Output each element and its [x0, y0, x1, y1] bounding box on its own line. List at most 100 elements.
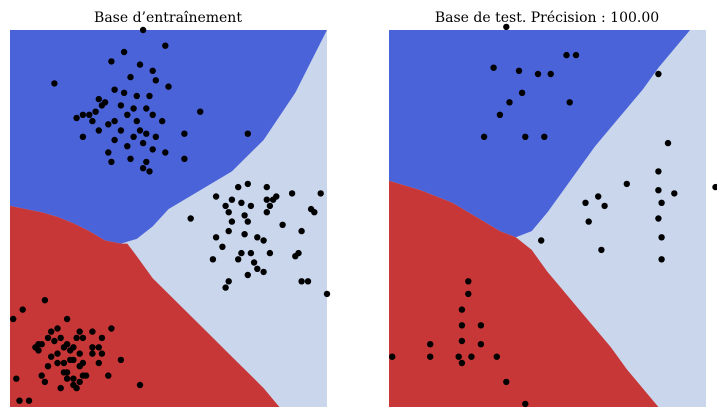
data-point: [538, 237, 545, 244]
data-point: [79, 133, 87, 140]
data-point: [117, 356, 125, 364]
data-point: [465, 278, 472, 285]
data-point: [228, 218, 236, 225]
data-point: [582, 199, 589, 206]
data-point: [658, 256, 665, 263]
data-point: [427, 353, 434, 360]
data-point: [111, 86, 118, 93]
data-point: [222, 284, 229, 291]
data-point: [95, 344, 103, 351]
data-point: [181, 155, 188, 162]
data-point: [585, 218, 592, 225]
data-point: [566, 99, 573, 106]
data-point: [304, 278, 312, 285]
data-point: [86, 111, 93, 119]
data-point: [79, 111, 87, 119]
data-point: [655, 187, 662, 194]
data-point: [671, 190, 678, 197]
data-point: [19, 306, 26, 313]
data-point: [263, 196, 270, 203]
data-point: [136, 381, 144, 389]
data-point: [63, 369, 71, 376]
data-point: [25, 397, 33, 404]
data-point: [117, 127, 125, 134]
data-point: [73, 334, 80, 342]
data-point: [244, 130, 251, 137]
data-point: [254, 234, 261, 241]
data-point: [89, 344, 96, 351]
data-point: [506, 99, 513, 106]
data-point: [89, 350, 96, 357]
data-point: [95, 127, 103, 134]
data-point: [225, 278, 232, 285]
data-point: [225, 227, 232, 235]
data-point: [522, 133, 529, 140]
data-point: [105, 149, 112, 156]
data-point: [10, 315, 17, 323]
data-point: [108, 158, 115, 166]
data-point: [162, 149, 169, 156]
data-point: [238, 199, 245, 206]
data-point: [159, 117, 166, 125]
data-point: [76, 328, 83, 335]
data-point: [38, 372, 45, 379]
data-point: [595, 193, 602, 200]
data-point: [95, 359, 103, 367]
data-point: [266, 249, 274, 257]
data-point: [89, 328, 96, 335]
data-point: [311, 209, 318, 216]
data-point: [658, 199, 665, 206]
data-point: [655, 70, 662, 78]
data-point: [263, 209, 270, 216]
data-point: [655, 168, 662, 175]
data-point: [120, 48, 128, 56]
data-point: [35, 347, 42, 354]
data-point: [105, 372, 112, 379]
data-point: [117, 102, 125, 109]
region-red: [389, 180, 659, 407]
data-point: [146, 92, 153, 100]
data-point: [108, 58, 115, 65]
data-point: [57, 334, 64, 342]
train-title: Base d’entraînement: [94, 10, 242, 26]
data-point: [225, 209, 232, 216]
data-point: [572, 51, 580, 59]
data-point: [655, 215, 662, 222]
data-point: [73, 114, 80, 122]
data-point: [664, 139, 672, 147]
data-point: [288, 190, 296, 197]
data-point: [60, 359, 68, 367]
test-title: Base de test. Précision : 100.00: [435, 10, 659, 26]
data-point: [503, 23, 510, 31]
data-point: [389, 353, 396, 360]
data-point: [317, 190, 324, 197]
data-point: [298, 227, 305, 235]
data-point: [98, 334, 106, 342]
data-point: [136, 127, 144, 134]
data-point: [493, 353, 500, 360]
data-point: [323, 290, 331, 298]
data-point: [136, 61, 144, 68]
data-point: [73, 384, 80, 392]
data-point: [244, 180, 251, 188]
data-point: [260, 237, 267, 244]
train-panel: Base d’entraînement: [10, 10, 331, 407]
data-point: [458, 337, 466, 345]
data-point: [490, 64, 497, 71]
data-point: [212, 234, 220, 241]
data-point: [269, 196, 277, 203]
data-point: [244, 271, 251, 279]
data-point: [111, 117, 118, 125]
region-blue: [10, 30, 327, 244]
data-point: [238, 249, 245, 257]
data-point: [38, 341, 45, 348]
data-point: [67, 347, 74, 354]
data-point: [82, 372, 90, 379]
data-point: [458, 306, 466, 313]
data-point: [465, 290, 472, 298]
data-point: [130, 133, 137, 140]
data-point: [54, 325, 61, 332]
data-point: [241, 231, 248, 238]
data-point: [139, 139, 147, 147]
